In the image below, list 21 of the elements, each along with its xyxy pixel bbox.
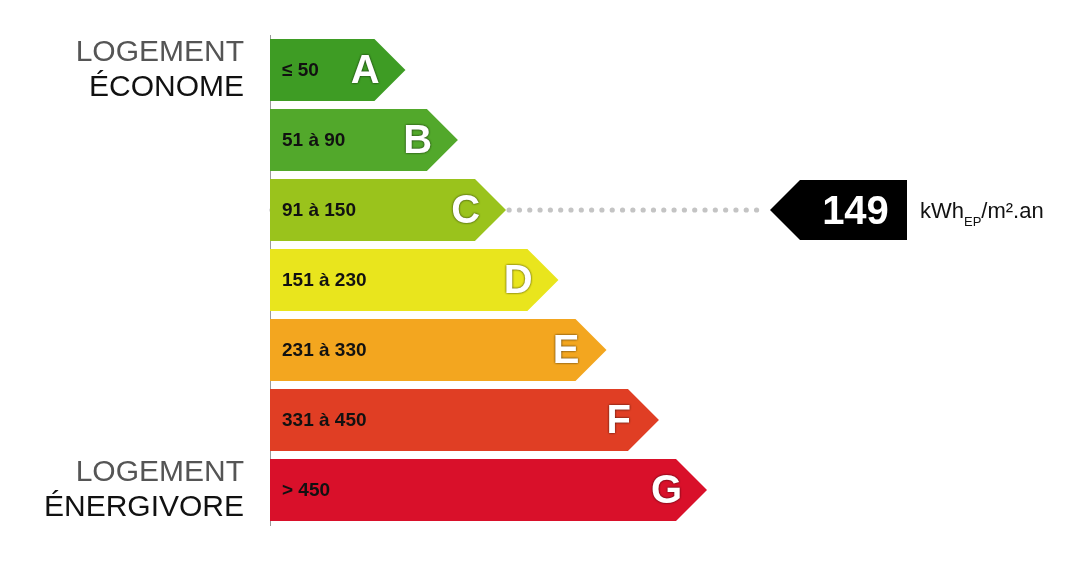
y-tick-label: B — [403, 117, 433, 162]
bar — [270, 388, 659, 452]
ref-line-label: 149 kWh$_{EP}$/m².an — [822, 188, 1044, 232]
y-tick-label: C — [451, 187, 481, 232]
annotation: 51 à 90 — [282, 129, 346, 151]
bar — [270, 248, 559, 312]
annotation: 231 à 330 — [282, 339, 367, 361]
annotation: 331 à 450 — [282, 409, 367, 431]
y-tick-label: F — [606, 397, 631, 442]
bar — [270, 458, 707, 522]
y-tick-label: D — [503, 257, 533, 302]
text: LOGEMENT ÉCONOME — [75, 34, 244, 102]
annotation: ≤ 50 — [282, 59, 319, 81]
y-tick-label: G — [651, 467, 683, 512]
text: LOGEMENT ÉNERGIVORE — [43, 454, 244, 522]
annotation: > 450 — [282, 479, 331, 501]
annotation: 91 à 150 — [282, 199, 356, 221]
bar — [270, 318, 607, 382]
y-tick-label: E — [552, 327, 580, 372]
annotation: 151 à 230 — [282, 269, 367, 291]
y-tick-label: A — [350, 47, 380, 92]
